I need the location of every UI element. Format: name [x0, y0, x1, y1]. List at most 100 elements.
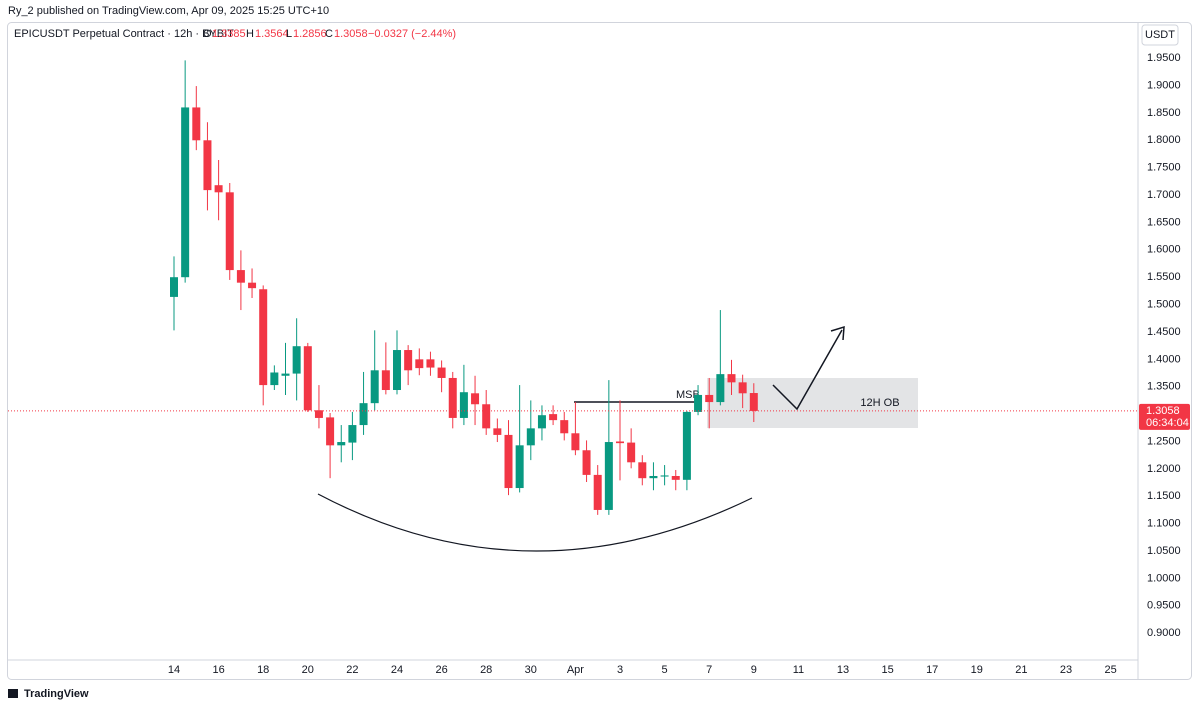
ohlc-header: O 1.3385 H 1.3564 L 1.2856 C 1.3058 −0.0…	[203, 28, 456, 40]
candle-body	[482, 404, 491, 429]
candle-body	[181, 107, 190, 278]
x-tick-label: 26	[435, 664, 447, 676]
x-tick-label: 20	[302, 664, 314, 676]
candle-body	[660, 475, 669, 477]
currency[interactable]: USDT	[1145, 29, 1175, 41]
candle-body	[638, 462, 647, 479]
y-tick-label: 1.4500	[1147, 326, 1181, 338]
y-tick-label: 1.7500	[1147, 162, 1181, 174]
candle-body	[259, 289, 268, 386]
y-tick-label: 1.1000	[1147, 518, 1181, 530]
candle-body	[214, 185, 223, 193]
x-tick-label: 5	[662, 664, 668, 676]
candle-body	[225, 192, 234, 271]
candle-body	[270, 372, 279, 386]
candle-body	[326, 417, 335, 446]
x-tick-label: 18	[257, 664, 269, 676]
projection-arrow	[772, 329, 843, 411]
y-tick-label: 1.5500	[1147, 271, 1181, 283]
x-tick-label: 22	[346, 664, 358, 676]
footer-brand: TradingView	[24, 688, 89, 700]
candle-body	[582, 450, 591, 475]
x-tick-label: 19	[971, 664, 983, 676]
price-label: 1.3058	[1146, 405, 1180, 417]
candle-body	[627, 442, 636, 463]
ohlc-change: −0.0327 (−2.44%)	[368, 28, 456, 40]
y-tick-label: 1.8000	[1147, 134, 1181, 146]
candle-body	[493, 428, 502, 435]
candle-body	[560, 420, 569, 434]
candle-body	[192, 107, 201, 141]
x-tick-label: 24	[391, 664, 403, 676]
candle-body	[393, 350, 401, 391]
candle-body	[671, 475, 680, 480]
candle-body	[515, 445, 524, 489]
candle-body	[314, 410, 323, 418]
candle-body	[348, 425, 357, 443]
x-tick-label: 21	[1015, 664, 1027, 676]
ohlc-value: 1.3564	[255, 28, 289, 40]
x-tick-label: 15	[881, 664, 893, 676]
y-tick-label: 1.5000	[1147, 298, 1181, 310]
currency-box[interactable]	[1141, 24, 1179, 46]
order-block-label: 12H OB	[860, 397, 899, 409]
ohlc-label: H	[246, 28, 254, 40]
candle-body	[471, 393, 480, 405]
y-tick-label: 1.0500	[1147, 545, 1181, 557]
ohlc-label: C	[325, 28, 333, 40]
y-tick-label: 1.2000	[1147, 463, 1181, 475]
candle-body	[649, 475, 658, 479]
countdown: 06:34:04	[1146, 417, 1189, 429]
candle-body	[203, 140, 212, 191]
x-tick-label: 13	[837, 664, 849, 676]
ohlc-value: 1.3385	[212, 28, 246, 40]
y-tick-label: 1.9500	[1147, 52, 1181, 64]
candle-body	[727, 374, 736, 383]
y-tick-label: 1.4000	[1147, 353, 1181, 365]
candle-body	[415, 359, 424, 369]
candle-body	[448, 377, 457, 418]
candle-body	[381, 370, 390, 391]
x-tick-label: Apr	[567, 664, 584, 676]
candle-body	[749, 393, 758, 411]
candle-body	[526, 428, 535, 446]
x-tick-label: 30	[525, 664, 537, 676]
y-tick-label: 1.6000	[1147, 244, 1181, 256]
candle-body	[504, 434, 513, 489]
candle-body	[593, 474, 602, 510]
y-tick-label: 1.6500	[1147, 216, 1181, 228]
candle-body	[337, 442, 346, 446]
candle-body	[303, 346, 312, 411]
y-tick-label: 1.8500	[1147, 107, 1181, 119]
y-tick-label: 1.2500	[1147, 435, 1181, 447]
y-tick-label: 1.0000	[1147, 572, 1181, 584]
candle-body	[705, 394, 714, 403]
candle-body	[716, 374, 725, 403]
ohlc-value: 1.3058	[334, 28, 368, 40]
y-tick-label: 0.9000	[1147, 627, 1181, 639]
candle-body	[359, 403, 368, 426]
x-tick-label: 28	[480, 664, 492, 676]
attribution: Ry_2 published on TradingView.com, Apr 0…	[8, 5, 329, 17]
candle-body	[437, 367, 446, 378]
candle-body	[292, 346, 301, 374]
x-tick-label: 14	[168, 664, 180, 676]
candle-body	[537, 415, 546, 429]
candle-body	[459, 392, 468, 418]
y-tick-label: 1.1500	[1147, 490, 1181, 502]
x-tick-label: 11	[793, 664, 804, 676]
x-tick-label: 23	[1060, 664, 1072, 676]
chart-frame	[7, 22, 1192, 680]
price-box	[1139, 403, 1190, 430]
candle-body	[682, 411, 691, 480]
projection-arrowhead	[830, 325, 845, 341]
candle-body	[616, 441, 624, 444]
x-tick-label: 3	[617, 664, 623, 676]
rounding-bottom-curve	[317, 493, 753, 552]
y-tick-label: 0.9500	[1147, 600, 1181, 612]
x-tick-label: 25	[1104, 664, 1116, 676]
y-tick-label: 1.7000	[1147, 189, 1181, 201]
candle-body	[604, 442, 613, 510]
y-tick-label: 1.3500	[1147, 381, 1181, 393]
